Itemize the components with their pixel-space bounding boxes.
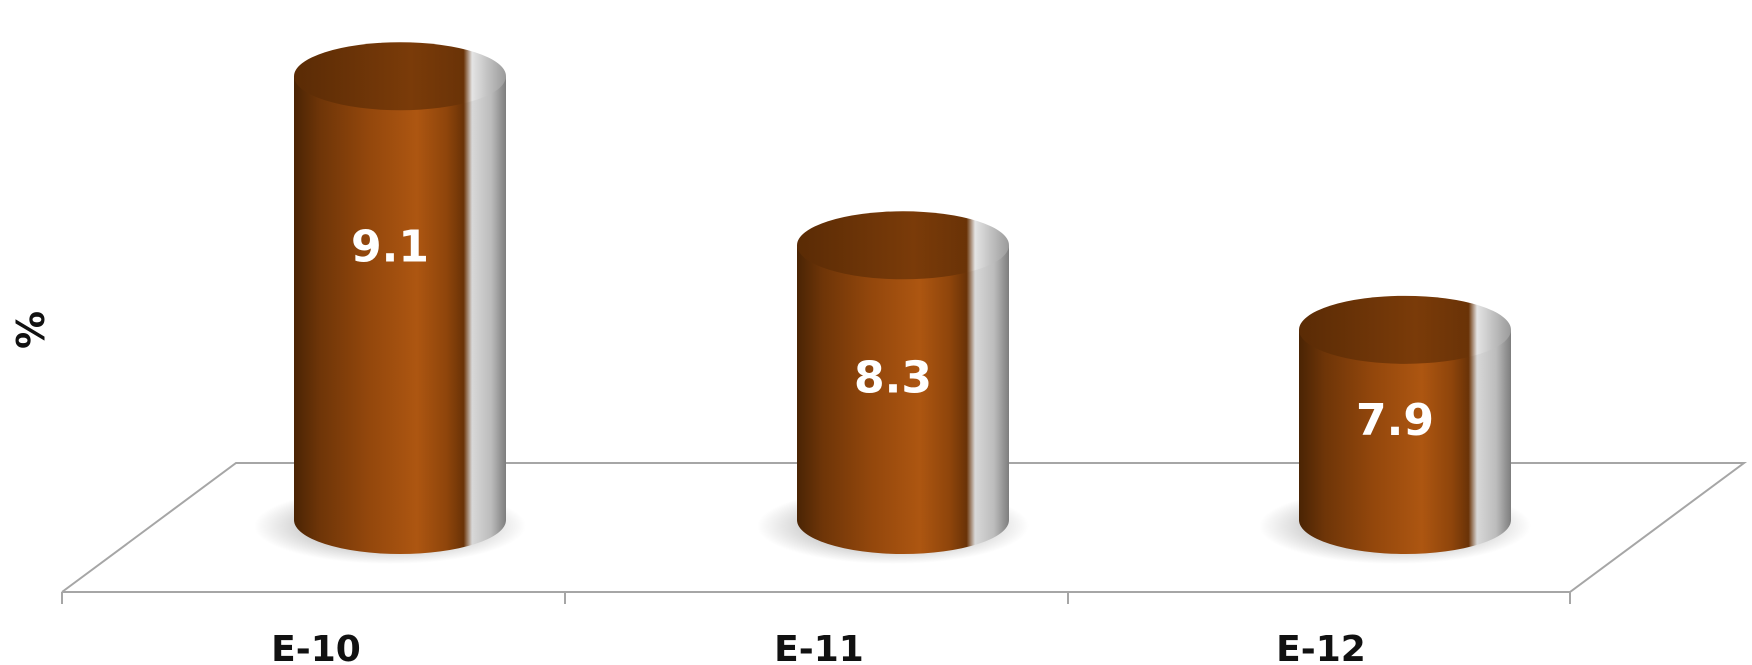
y-axis-label: %	[9, 311, 53, 349]
x-tick-label-E-12: E-12	[1276, 629, 1366, 665]
data-label-E-11: 8.3	[854, 353, 932, 404]
chart-floor	[61, 462, 1748, 604]
value-labels-layer: 9.1 8.3 7.9	[351, 221, 1434, 446]
bar-top	[797, 211, 1009, 280]
bar-body	[294, 76, 506, 555]
bar-E-10	[254, 42, 526, 564]
bar-top	[294, 42, 506, 111]
bar-E-12	[1259, 295, 1531, 564]
category-labels-layer: E-10 E-11 E-12	[271, 629, 1366, 665]
bar-body	[1299, 329, 1511, 554]
bar-body	[797, 245, 1009, 554]
x-tick-label-E-11: E-11	[774, 629, 864, 665]
bar-E-11	[757, 211, 1029, 564]
data-label-E-10: 9.1	[351, 221, 429, 272]
bars-layer	[254, 42, 1531, 564]
data-label-E-12: 7.9	[1356, 395, 1434, 446]
bar-top	[1299, 295, 1511, 364]
x-tick-label-E-10: E-10	[271, 629, 361, 665]
